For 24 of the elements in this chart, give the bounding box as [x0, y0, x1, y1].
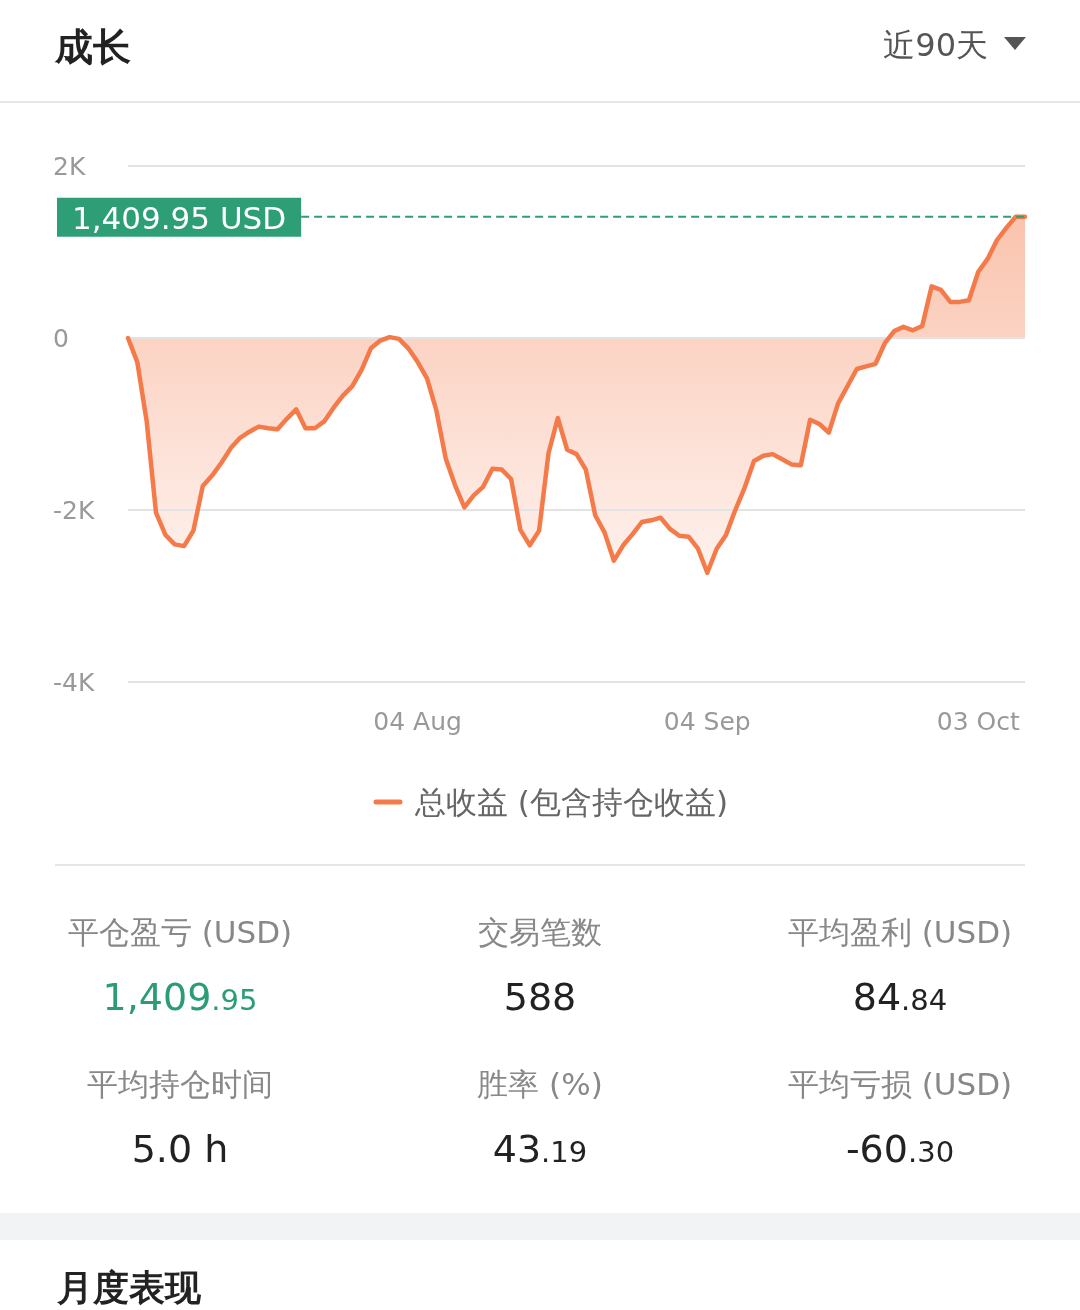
text: 1,409.95 — [102, 975, 258, 1019]
text: 84.84 — [852, 975, 948, 1019]
text: 月度表现 — [56, 1267, 202, 1308]
category-label: 平仓盈亏 (USD) — [67, 914, 293, 950]
y-tick-label: -2K — [53, 496, 95, 525]
ref-line-label: 1,409.95 USD — [72, 199, 287, 236]
category-label: 平均亏损 (USD) — [787, 1066, 1013, 1102]
text: 588 — [503, 975, 577, 1019]
y-tick-label: -4K — [53, 668, 95, 697]
chart-title: 成长 — [54, 25, 131, 69]
text: 近90天 — [883, 26, 988, 64]
y-tick-label: 2K — [53, 152, 86, 181]
x-tick-label: 04 Aug — [373, 707, 462, 736]
legend-label: 总收益 (包含持仓收益) — [414, 784, 729, 820]
category-label: 平均盈利 (USD) — [787, 914, 1013, 950]
text: -60.30 — [845, 1127, 955, 1171]
y-tick-label: 0 — [53, 324, 69, 353]
x-tick-label: 03 Oct — [936, 707, 1020, 736]
category-label: 平均持仓时间 — [87, 1066, 273, 1102]
category-label: 胜率 (%) — [477, 1066, 603, 1102]
category-label: 交易笔数 — [478, 914, 602, 950]
text: 43.19 — [492, 1127, 588, 1171]
text: 5.0 h — [131, 1127, 229, 1171]
x-tick-label: 04 Sep — [663, 707, 751, 736]
